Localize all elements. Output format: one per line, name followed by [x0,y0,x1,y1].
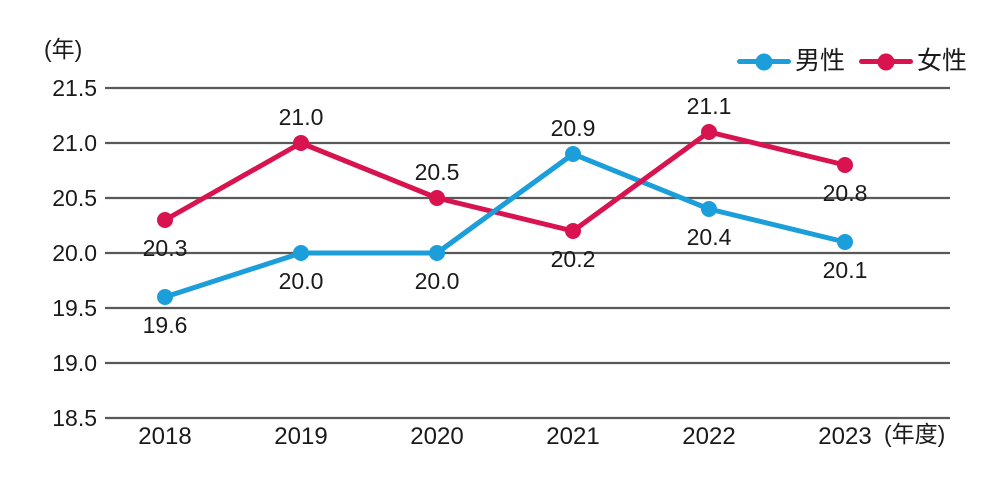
data-point-label: 21.0 [279,104,324,130]
legend-label-female: 女性 [916,47,967,75]
male-series-swatch-icon [736,53,791,70]
data-point-label: 20.1 [823,257,868,283]
chart-legend: 男性 女性 [736,47,967,75]
y-tick-label: 20.0 [52,240,97,266]
y-tick-label: 21.0 [52,130,97,156]
data-point-label: 20.8 [823,180,868,206]
female-series-swatch-icon [858,53,913,70]
data-point-marker-series-0 [565,146,581,162]
data-point-marker-series-0 [837,234,853,250]
data-point-marker-series-1 [157,212,173,228]
x-tick-label: 2022 [682,423,735,450]
x-tick-label: 2023 [818,423,871,450]
data-point-label: 20.9 [551,115,596,141]
data-point-marker-series-0 [701,201,717,217]
data-point-marker-series-1 [429,190,445,206]
series-line-0-overlay [434,151,576,256]
data-point-label: 20.5 [415,159,460,185]
data-point-label: 20.3 [143,235,188,261]
data-point-marker-series-1 [565,223,581,239]
y-axis-unit-label: (年) [44,36,83,62]
data-point-marker-series-0 [293,245,309,261]
data-point-label: 20.2 [551,246,596,272]
data-point-marker-series-0 [429,245,445,261]
legend-label-male: 男性 [794,47,845,75]
x-tick-label: 2020 [410,423,463,450]
x-tick-label: 2021 [546,423,599,450]
x-tick-label: 2018 [138,423,191,450]
data-point-label: 20.0 [415,268,460,294]
data-point-label: 19.6 [143,312,188,338]
legend-item-male: 男性 [736,47,845,75]
y-tick-label: 21.5 [52,75,97,101]
data-point-marker-series-1 [293,135,309,151]
series-line-0 [162,151,848,300]
y-tick-label: 18.5 [52,405,97,431]
y-tick-label: 19.0 [52,350,97,376]
series-line-1 [162,129,848,234]
x-axis-unit-label: (年度) [884,421,946,447]
data-point-label: 21.1 [687,93,732,119]
data-point-label: 20.4 [687,224,732,250]
y-tick-label: 20.5 [52,185,97,211]
data-point-marker-series-1 [837,157,853,173]
data-point-label: 20.0 [279,268,324,294]
legend-item-female: 女性 [858,47,967,75]
x-tick-label: 2019 [274,423,327,450]
data-point-marker-series-0 [157,289,173,305]
data-point-marker-series-1 [701,124,717,140]
y-tick-label: 19.5 [52,295,97,321]
